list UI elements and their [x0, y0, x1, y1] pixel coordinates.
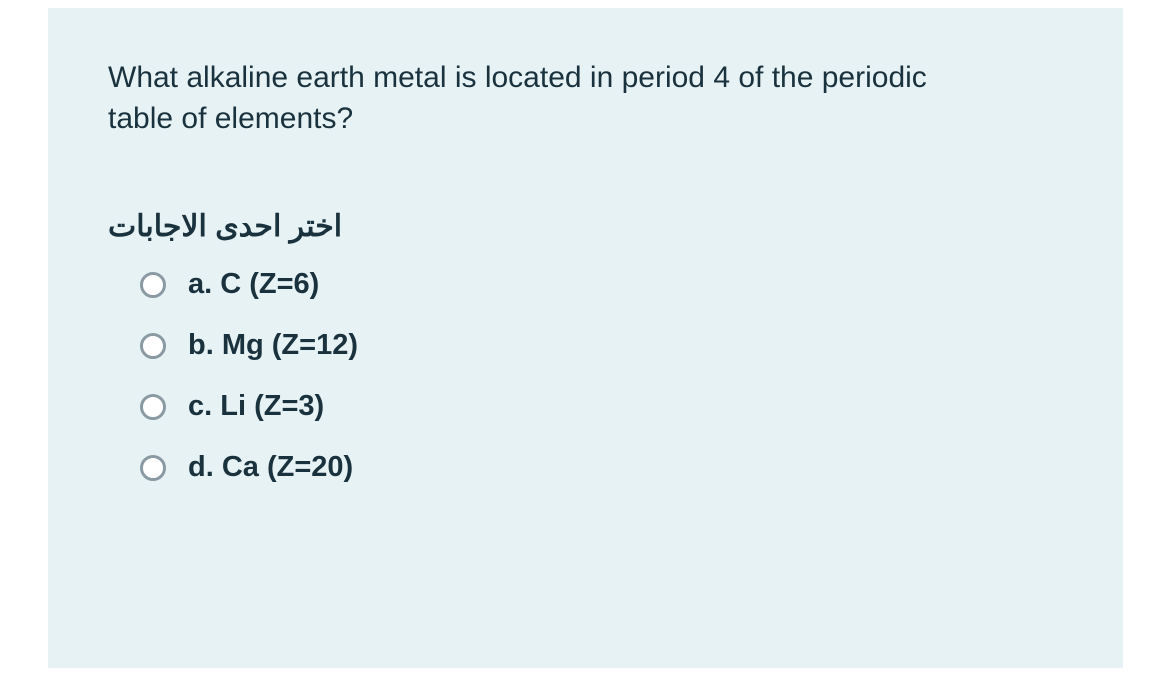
instruction-text: اختر احدى الاجابات — [108, 209, 1063, 244]
option-d[interactable]: d. Ca (Z=20) — [140, 451, 1063, 484]
option-b-label[interactable]: b. Mg (Z=12) — [188, 329, 358, 362]
radio-c[interactable] — [140, 394, 166, 420]
question-card: What alkaline earth metal is located in … — [48, 8, 1123, 668]
options-list: a. C (Z=6) b. Mg (Z=12) c. Li (Z=3) d. C… — [140, 268, 1063, 484]
option-d-label[interactable]: d. Ca (Z=20) — [188, 451, 353, 484]
radio-b[interactable] — [140, 333, 166, 359]
question-text: What alkaline earth metal is located in … — [108, 58, 928, 139]
radio-a[interactable] — [140, 272, 166, 298]
option-b[interactable]: b. Mg (Z=12) — [140, 329, 1063, 362]
option-a[interactable]: a. C (Z=6) — [140, 268, 1063, 301]
option-c[interactable]: c. Li (Z=3) — [140, 390, 1063, 423]
option-a-label[interactable]: a. C (Z=6) — [188, 268, 319, 301]
option-c-label[interactable]: c. Li (Z=3) — [188, 390, 324, 423]
radio-d[interactable] — [140, 455, 166, 481]
